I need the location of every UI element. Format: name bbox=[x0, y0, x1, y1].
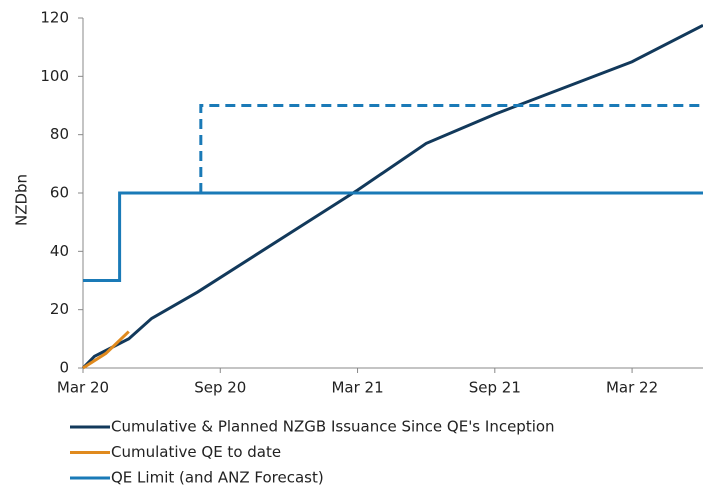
forecast-line bbox=[199, 104, 703, 193]
y-tick-label: 100 bbox=[40, 67, 69, 85]
series-line bbox=[83, 191, 703, 282]
x-tick-label: Sep 21 bbox=[469, 379, 521, 397]
y-axis-label: NZDbn bbox=[13, 174, 31, 226]
y-tick-label: 120 bbox=[40, 9, 69, 27]
legend-label: Cumulative QE to date bbox=[111, 443, 281, 461]
legend-label: QE Limit (and ANZ Forecast) bbox=[111, 469, 324, 487]
series-line bbox=[82, 330, 130, 370]
y-tick-label: 0 bbox=[59, 359, 69, 377]
x-tick-label: Mar 20 bbox=[57, 379, 109, 397]
x-tick-label: Mar 22 bbox=[606, 379, 658, 397]
y-tick-label: 20 bbox=[50, 300, 69, 318]
x-tick-label: Sep 20 bbox=[194, 379, 246, 397]
legend-label: Cumulative & Planned NZGB Issuance Since… bbox=[111, 418, 555, 436]
y-tick-label: 80 bbox=[50, 125, 69, 143]
series-line bbox=[81, 23, 703, 370]
x-tick-label: Mar 21 bbox=[331, 379, 383, 397]
y-tick-label: 40 bbox=[50, 242, 69, 260]
y-tick-label: 60 bbox=[50, 184, 69, 202]
